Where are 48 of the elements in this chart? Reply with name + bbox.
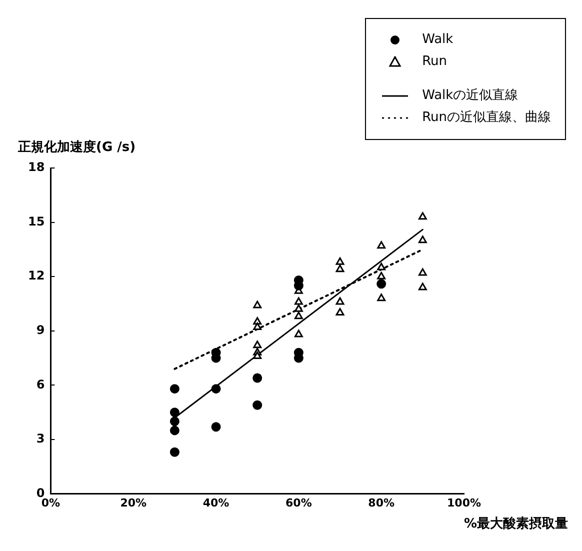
point — [294, 297, 303, 305]
point — [418, 282, 427, 290]
point — [253, 351, 262, 359]
point — [170, 384, 180, 394]
x-tick-label: 60% — [286, 496, 312, 510]
legend-label: Walkの近似直線 — [422, 87, 518, 105]
point — [336, 257, 344, 265]
point — [252, 373, 262, 383]
x-axis-title: %最大酸素摂取量 — [464, 516, 568, 532]
point — [336, 297, 344, 305]
point — [377, 272, 386, 280]
point — [253, 340, 262, 348]
legend-label: Runの近似直線、曲線 — [422, 109, 551, 127]
point — [336, 308, 344, 316]
point — [211, 422, 221, 432]
y-tick-label: 3 — [36, 432, 45, 446]
point — [211, 384, 221, 394]
legend-label: Run — [422, 53, 447, 71]
x-tick-label: 20% — [120, 496, 147, 510]
y-tick-label: 15 — [28, 214, 45, 228]
point — [253, 317, 262, 325]
y-tick-label: 12 — [28, 268, 45, 283]
x-tick-label: 100% — [447, 496, 481, 510]
y-axis-title: 正規化加速度(G /s) — [17, 138, 136, 155]
point — [252, 400, 262, 410]
point — [377, 294, 386, 302]
point — [170, 447, 180, 457]
point — [336, 264, 344, 272]
y-tick-label: 6 — [36, 377, 45, 392]
point — [418, 268, 427, 276]
point — [170, 408, 180, 418]
point — [294, 304, 303, 312]
y-tick-label: 18 — [28, 160, 45, 174]
point — [294, 330, 303, 338]
y-tick-label: 9 — [36, 323, 45, 338]
point — [294, 312, 303, 320]
point — [377, 241, 386, 249]
point — [170, 426, 180, 436]
point — [170, 416, 180, 426]
point — [253, 322, 262, 330]
x-tick-label: 80% — [368, 496, 395, 510]
point — [418, 236, 427, 244]
x-tick-label: 40% — [202, 496, 230, 510]
point — [253, 300, 262, 308]
point — [376, 279, 386, 289]
legend-label: Walk — [422, 31, 454, 49]
point — [418, 212, 427, 220]
point — [377, 262, 386, 270]
